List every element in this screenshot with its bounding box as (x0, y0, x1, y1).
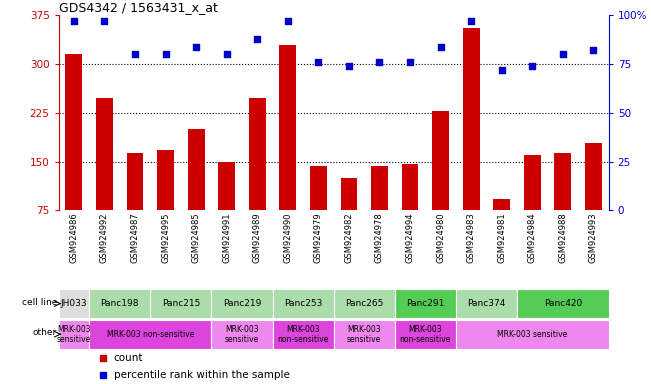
Text: MRK-003
non-sensitive: MRK-003 non-sensitive (400, 324, 451, 344)
Point (527, 63, 538, 69)
Point (589, 47, 599, 53)
Text: GSM924995: GSM924995 (161, 213, 170, 263)
Text: GSM924989: GSM924989 (253, 213, 262, 263)
Text: GSM924982: GSM924982 (344, 213, 353, 263)
Bar (157, 150, 174, 210)
Bar (89, 319, 212, 349)
Point (221, 51, 232, 58)
Bar (493, 199, 510, 210)
Bar (273, 289, 334, 318)
Bar (96, 98, 113, 210)
Point (436, 43, 446, 50)
Point (558, 51, 568, 58)
Point (252, 36, 262, 42)
Text: GSM924987: GSM924987 (130, 213, 139, 263)
Bar (59, 289, 89, 318)
Bar (218, 162, 235, 210)
Bar (126, 153, 143, 210)
Text: GSM924981: GSM924981 (497, 213, 506, 263)
Bar (334, 289, 395, 318)
Point (130, 51, 140, 58)
Text: Panc420: Panc420 (544, 299, 582, 308)
Point (68, 18, 79, 24)
Bar (150, 289, 212, 318)
Text: count: count (114, 353, 143, 363)
Text: GSM924985: GSM924985 (191, 213, 201, 263)
Text: percentile rank within the sample: percentile rank within the sample (114, 370, 290, 380)
Bar (555, 153, 571, 210)
Text: Panc198: Panc198 (100, 299, 139, 308)
Bar (395, 289, 456, 318)
Text: Panc215: Panc215 (161, 299, 200, 308)
Text: GSM924992: GSM924992 (100, 213, 109, 263)
Text: GSM924994: GSM924994 (406, 213, 415, 263)
Text: Panc374: Panc374 (467, 299, 506, 308)
Point (160, 51, 171, 58)
Bar (456, 319, 609, 349)
Bar (334, 319, 395, 349)
Text: GSM924979: GSM924979 (314, 213, 323, 263)
Text: MRK-003 sensitive: MRK-003 sensitive (497, 330, 568, 339)
Bar (456, 289, 517, 318)
Text: cell line: cell line (21, 298, 57, 306)
Text: MRK-003
non-sensitive: MRK-003 non-sensitive (277, 324, 329, 344)
Text: Panc265: Panc265 (345, 299, 383, 308)
Point (466, 18, 477, 24)
Text: GSM924978: GSM924978 (375, 213, 384, 263)
Bar (524, 155, 541, 210)
Bar (212, 289, 273, 318)
Text: Panc253: Panc253 (284, 299, 322, 308)
Point (374, 59, 385, 65)
Text: JH033: JH033 (61, 299, 87, 308)
Bar (187, 129, 204, 210)
Bar (395, 319, 456, 349)
Text: MRK-003
sensitive: MRK-003 sensitive (225, 324, 259, 344)
Point (344, 63, 354, 69)
Text: Panc291: Panc291 (406, 299, 445, 308)
Text: GSM924984: GSM924984 (528, 213, 537, 263)
Text: GSM924988: GSM924988 (559, 213, 567, 263)
Point (191, 43, 201, 50)
Bar (273, 319, 334, 349)
Text: GSM924991: GSM924991 (222, 213, 231, 263)
Bar (463, 28, 480, 210)
Point (99, 18, 109, 24)
Text: MRK-003
sensitive: MRK-003 sensitive (347, 324, 381, 344)
Text: GDS4342 / 1563431_x_at: GDS4342 / 1563431_x_at (59, 1, 217, 14)
Bar (371, 166, 388, 210)
Text: Panc219: Panc219 (223, 299, 261, 308)
Text: MRK-003 non-sensitive: MRK-003 non-sensitive (107, 330, 194, 339)
Text: GSM924993: GSM924993 (589, 213, 598, 263)
Bar (89, 289, 150, 318)
Bar (517, 289, 609, 318)
Text: GSM924990: GSM924990 (283, 213, 292, 263)
Text: GSM924986: GSM924986 (70, 213, 78, 263)
Bar (310, 166, 327, 210)
Point (497, 67, 507, 73)
Text: MRK-003
sensitive: MRK-003 sensitive (57, 324, 91, 344)
Point (283, 18, 293, 24)
Bar (59, 319, 89, 349)
Bar (249, 98, 266, 210)
Bar (585, 143, 602, 210)
Bar (432, 111, 449, 210)
Point (313, 59, 324, 65)
Bar (212, 319, 273, 349)
Bar (402, 164, 419, 210)
Bar (66, 55, 82, 210)
Text: GSM924983: GSM924983 (467, 213, 476, 263)
Text: GSM924980: GSM924980 (436, 213, 445, 263)
Bar (279, 45, 296, 210)
Point (405, 59, 415, 65)
Bar (340, 178, 357, 210)
Text: other: other (33, 328, 57, 337)
